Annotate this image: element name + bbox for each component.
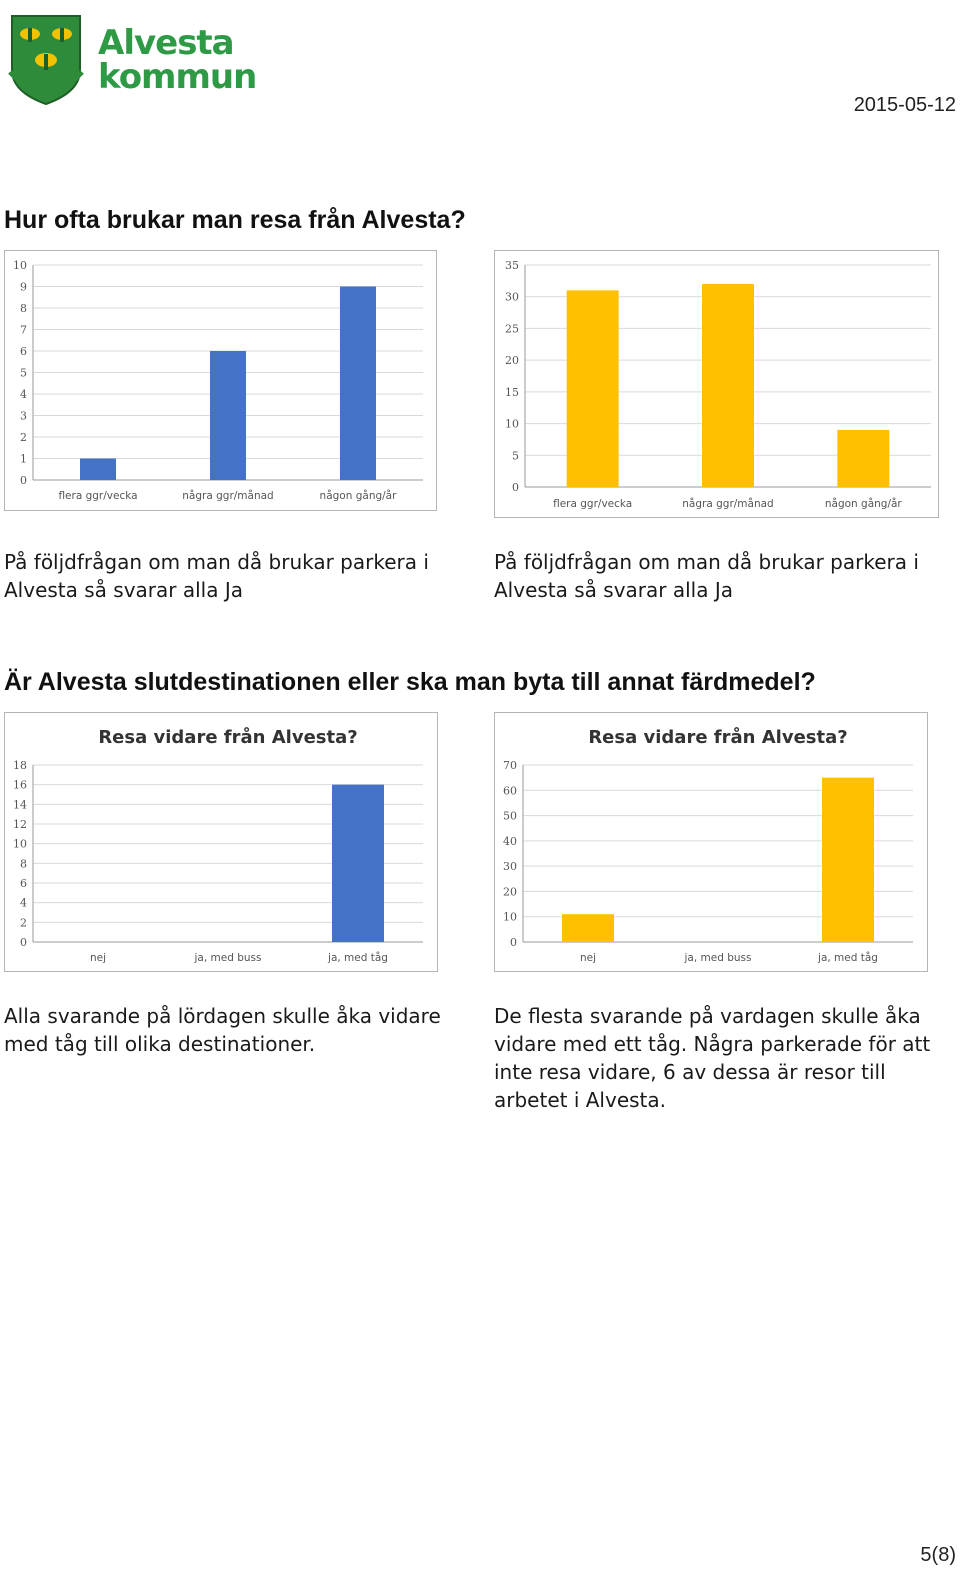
- y-tick-label: 5: [512, 449, 519, 462]
- y-tick-label: 1: [20, 453, 27, 466]
- y-tick-label: 0: [20, 474, 27, 487]
- y-tick-label: 70: [503, 759, 517, 772]
- y-tick-label: 12: [13, 818, 27, 831]
- logo-line-2: kommun: [98, 57, 257, 97]
- bar: [340, 286, 376, 480]
- y-tick-label: 30: [505, 291, 519, 304]
- chart-continue-weekday: Resa vidare från Alvesta? 0 10 20 30 40 50 60 70…: [494, 712, 928, 972]
- y-tick-label: 20: [503, 885, 517, 898]
- y-tick-label: 15: [505, 386, 519, 399]
- chart-frequency-weekday: 0 5 10 15 20 25 30 35 flera ggr/vecka några ggr/m…: [494, 250, 939, 518]
- bar: [702, 284, 754, 487]
- caption-continue-right: De flesta svarande på vardagen skulle åk…: [494, 1002, 934, 1114]
- logo: Alvesta kommun: [8, 12, 258, 107]
- section-2-heading: Är Alvesta slutdestinationen eller ska m…: [4, 668, 816, 696]
- x-category-label: ja, med tåg: [327, 951, 388, 964]
- logo-wordmark: Alvesta kommun: [98, 23, 257, 97]
- y-tick-label: 10: [505, 418, 519, 431]
- bar: [332, 784, 384, 942]
- bar: [837, 429, 890, 487]
- coat-of-arms-icon: [8, 15, 84, 106]
- y-tick-label: 20: [505, 354, 519, 367]
- page-number: 5(8): [920, 1544, 956, 1566]
- x-category-label: några ggr/månad: [182, 489, 273, 502]
- bar: [566, 290, 619, 487]
- y-tick-label: 0: [20, 936, 27, 949]
- logo-line-1: Alvesta: [98, 23, 235, 63]
- chart-frequency-saturday: 0 1 2 3 4 5 6 7 8 9 10 flera ggr/vecka några ggr/mån…: [4, 250, 437, 511]
- chart-continue-saturday: Resa vidare från Alvesta? 0 2 4 6 8 10 12 14 16 18…: [4, 712, 438, 972]
- y-tick-label: 8: [20, 857, 27, 870]
- y-tick-label: 8: [20, 302, 27, 315]
- caption-continue-left: Alla svarande på lördagen skulle åka vid…: [4, 1002, 444, 1058]
- chart-title: Resa vidare från Alvesta?: [98, 726, 357, 748]
- y-tick-label: 4: [20, 388, 27, 401]
- caption-frequency-right: På följdfrågan om man då brukar parkera …: [494, 548, 934, 604]
- x-category-label: någon gång/år: [825, 497, 903, 510]
- y-tick-label: 10: [13, 259, 27, 272]
- y-tick-label: 40: [503, 835, 517, 848]
- x-category-label: ja, med buss: [194, 952, 262, 964]
- x-category-label: nej: [90, 952, 106, 964]
- y-tick-label: 18: [13, 759, 27, 772]
- y-tick-label: 0: [512, 481, 519, 494]
- chart-svg: 0 1 2 3 4 5 6 7 8 9 10 flera ggr/vecka några ggr/mån…: [13, 259, 423, 502]
- y-tick-label: 60: [503, 784, 517, 797]
- caption-text: På följdfrågan om man då brukar parkera …: [4, 550, 429, 602]
- x-category-label: ja, med tåg: [817, 951, 878, 964]
- y-tick-label: 0: [510, 936, 517, 949]
- y-tick-label: 5: [20, 367, 27, 380]
- x-category-label: några ggr/månad: [682, 497, 773, 510]
- x-category-label: flera ggr/vecka: [58, 490, 137, 502]
- section-1-heading: Hur ofta brukar man resa från Alvesta?: [4, 206, 466, 234]
- y-tick-label: 25: [505, 322, 519, 335]
- y-tick-label: 6: [20, 877, 27, 890]
- document-date: 2015-05-12: [853, 94, 956, 116]
- y-tick-label: 30: [503, 860, 517, 873]
- chart-svg: 0 5 10 15 20 25 30 35 flera ggr/vecka några ggr/m…: [505, 259, 931, 510]
- y-tick-label: 3: [20, 410, 27, 423]
- y-tick-label: 9: [20, 281, 27, 294]
- y-tick-label: 16: [13, 779, 27, 792]
- caption-text: Alla svarande på lördagen skulle åka vid…: [4, 1004, 441, 1056]
- x-category-label: någon gång/år: [320, 489, 398, 502]
- bar: [562, 914, 614, 942]
- y-tick-label: 10: [503, 911, 517, 924]
- caption-frequency-left: På följdfrågan om man då brukar parkera …: [4, 548, 444, 604]
- chart-svg: Resa vidare från Alvesta? 0 2 4 6 8 10 12 14 16 18…: [13, 726, 423, 964]
- x-category-label: ja, med buss: [684, 952, 752, 964]
- chart-svg: Resa vidare från Alvesta? 0 10 20 30 40 50 60 70…: [503, 726, 913, 964]
- y-tick-label: 10: [13, 838, 27, 851]
- y-tick-label: 6: [20, 345, 27, 358]
- chart-title: Resa vidare från Alvesta?: [588, 726, 847, 748]
- bar: [80, 458, 116, 480]
- y-tick-label: 2: [20, 916, 27, 929]
- x-category-label: nej: [580, 952, 596, 964]
- y-tick-label: 35: [505, 259, 519, 272]
- y-tick-label: 4: [20, 897, 27, 910]
- y-tick-label: 2: [20, 431, 27, 444]
- y-tick-label: 7: [20, 324, 27, 337]
- bar: [822, 777, 874, 942]
- bar: [210, 351, 246, 480]
- caption-text: De flesta svarande på vardagen skulle åk…: [494, 1004, 931, 1112]
- caption-text: På följdfrågan om man då brukar parkera …: [494, 550, 919, 602]
- y-tick-label: 14: [13, 798, 27, 811]
- x-category-label: flera ggr/vecka: [553, 498, 632, 510]
- y-tick-label: 50: [503, 810, 517, 823]
